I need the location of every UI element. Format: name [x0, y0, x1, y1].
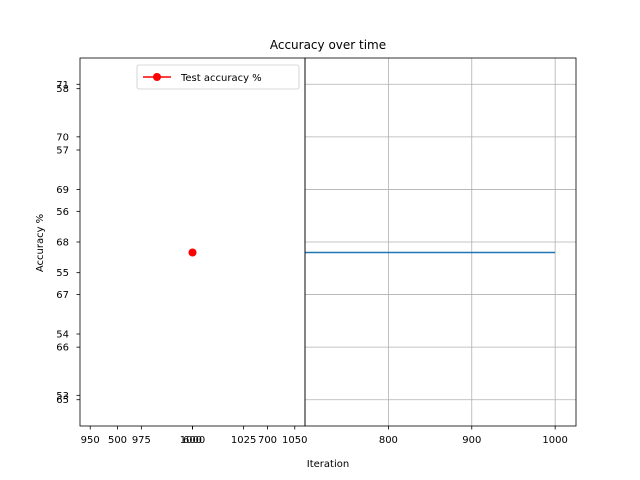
legend-box [136, 64, 300, 90]
y-tick-label: 68 [56, 238, 69, 249]
y-tick-label: 69 [56, 185, 69, 196]
x-tick-label: 1000 [180, 435, 205, 446]
legend-label: Test accuracy % [180, 73, 262, 84]
y-tick-label: 70 [56, 132, 69, 143]
y-tick-label: 55 [56, 268, 69, 279]
x-tick-label: 800 [379, 435, 398, 446]
y-tick-label: 53 [56, 391, 69, 402]
chart-title: Accuracy over time [270, 38, 386, 52]
y-axis-label: Accuracy % [35, 214, 46, 272]
y-tick-label: 67 [56, 290, 69, 301]
x-tick-label: 975 [132, 435, 151, 446]
y-tick-label: 65 [56, 395, 69, 406]
x-tick-label: 700 [258, 435, 277, 446]
x-tick-label: 1000 [542, 435, 567, 446]
x-axis-label: Iteration [307, 459, 349, 470]
x-tick-label: 1025 [231, 435, 256, 446]
y-tick-label: 56 [56, 207, 69, 218]
x-tick-label: 1050 [282, 435, 307, 446]
x-tick-label: 900 [462, 435, 481, 446]
x-tick-label: 500 [108, 435, 127, 446]
y-tick-label: 71 [56, 80, 69, 91]
test-accuracy-point [188, 248, 197, 257]
y-tick-label: 66 [56, 343, 69, 354]
y-tick-label: 57 [56, 146, 69, 157]
plot-area: 800 900 1000 950 975 1000 1025 1050 500 600 700 65 6… [56, 57, 577, 446]
x-tick-label: 950 [81, 435, 100, 446]
y-tick-label: 54 [56, 330, 69, 341]
legend-marker [153, 73, 161, 81]
x-tick-label: 600 [183, 435, 202, 446]
y-tick-label: 58 [56, 84, 69, 95]
